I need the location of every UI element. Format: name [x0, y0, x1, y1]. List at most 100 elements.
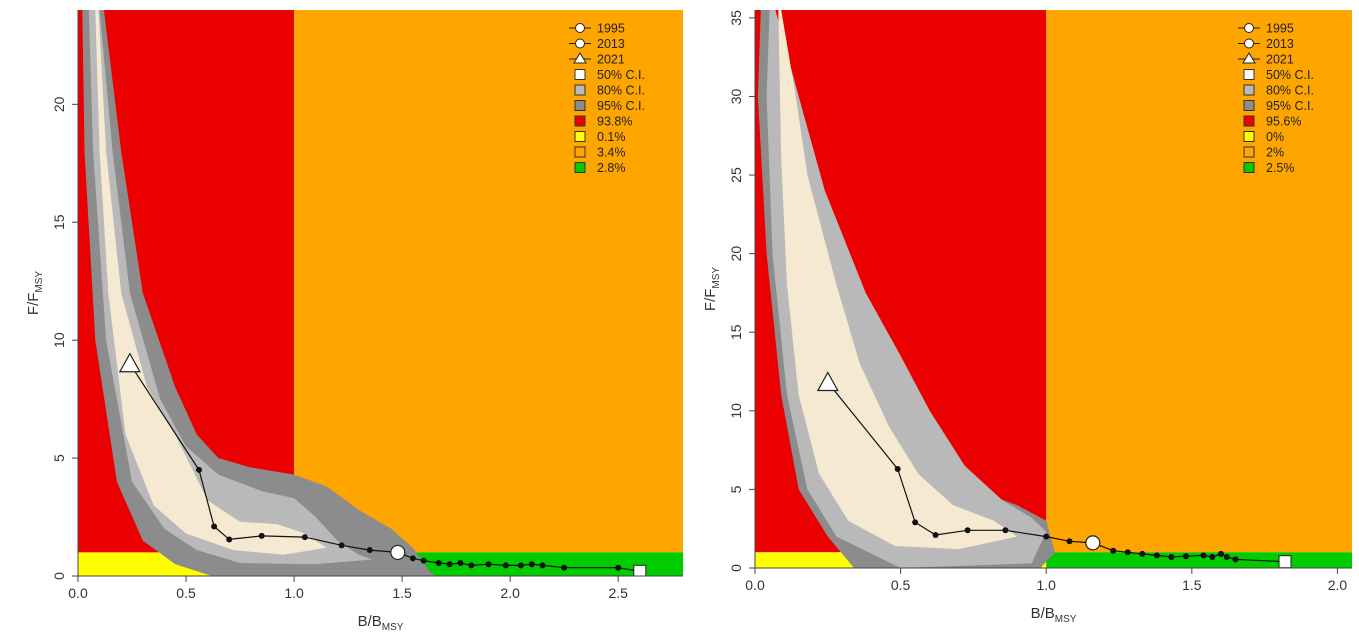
y-tick-label: 30: [728, 88, 744, 104]
y-tick-label: 15: [51, 214, 67, 230]
legend-swatch: [1243, 69, 1255, 80]
x-tick-label: 0.5: [176, 585, 196, 601]
x-axis-title: B/BMSY: [358, 613, 404, 633]
trajectory-point: [211, 523, 218, 530]
trajectory-point: [932, 531, 939, 538]
x-tick-label: 2.0: [1328, 577, 1348, 593]
trajectory-point: [457, 560, 464, 567]
legend-circle-symbol: [575, 23, 585, 33]
x-tick-label: 1.0: [284, 585, 304, 601]
trajectory-point: [1043, 533, 1050, 540]
legend-triangle-symbol: [1242, 52, 1256, 64]
ci50-region: [95, 10, 327, 555]
y-tick-label: 0: [51, 572, 67, 580]
x-axis-title-sub: MSY: [382, 622, 404, 633]
y-tick-label: 35: [728, 10, 744, 26]
quadrant-orange: [1046, 10, 1352, 553]
trajectory-point: [1139, 550, 1146, 557]
x-tick-label: 2.0: [500, 585, 520, 601]
legend-swatch: [574, 69, 586, 80]
point-2021: [118, 352, 141, 373]
legend-label: 50% C.I.: [597, 68, 645, 82]
legend-label: 0.1%: [597, 130, 626, 144]
trajectory-point: [468, 562, 475, 569]
legend-circle-symbol: [1244, 23, 1254, 33]
legend-label: 95% C.I.: [1266, 99, 1314, 113]
trajectory-point: [1209, 553, 1216, 560]
start-point-1995: [1278, 555, 1292, 568]
legend-swatch: [574, 100, 586, 111]
trajectory-point: [366, 547, 373, 554]
x-tick-label: 0.5: [891, 577, 911, 593]
kobe-panel-1: 0.0 0.5 1.0 1.5 2.0 2.505101520B/BMSYF/FMSY19…: [25, 10, 683, 633]
trajectory-point: [1223, 553, 1230, 560]
trajectory-point: [1066, 538, 1073, 545]
trajectory-point: [561, 564, 568, 571]
x-tick-label: 1.5: [1182, 577, 1202, 593]
y-tick-label: 10: [51, 332, 67, 348]
x-tick-label: 1.0: [1036, 577, 1056, 593]
trajectory-point: [258, 532, 265, 539]
legend-circle-symbol: [575, 38, 585, 49]
legend-label: 93.8%: [597, 115, 632, 129]
legend-swatch: [1243, 131, 1255, 142]
trajectory-point: [502, 562, 509, 569]
y-tick-label: 5: [728, 485, 744, 493]
legend-swatch: [574, 146, 586, 158]
legend-label: 2021: [597, 53, 625, 67]
x-axis-title-main: B/B: [1031, 605, 1055, 622]
legend-label: 50% C.I.: [1266, 68, 1314, 82]
legend-swatch: [574, 84, 586, 96]
trajectory-point: [1153, 552, 1160, 559]
plot-area: [78, 10, 683, 576]
legend-label: 1995: [597, 22, 625, 36]
point-2013: [390, 544, 406, 561]
trajectory-point: [338, 542, 345, 549]
trajectory-point: [1110, 547, 1117, 554]
point-2013: [1085, 535, 1101, 551]
trajectory-point: [912, 519, 919, 526]
y-tick-label: 10: [728, 403, 744, 419]
y-tick-label: 20: [728, 246, 744, 262]
y-tick-label: 0: [728, 564, 744, 572]
trajectory-point: [1232, 556, 1239, 563]
x-tick-label: 0.0: [745, 577, 765, 593]
trajectory-point: [1200, 552, 1207, 559]
legend-label: 2013: [1266, 37, 1294, 51]
x-tick-label: 1.5: [392, 585, 412, 601]
trajectory-point: [517, 562, 524, 569]
y-axis-title: F/FMSY: [702, 267, 722, 312]
legend-label: 3.4%: [597, 146, 626, 160]
trajectory-point: [615, 564, 622, 571]
legend-triangle-symbol: [573, 52, 587, 64]
x-tick-label: 0.0: [68, 585, 88, 601]
legend-swatch: [1243, 84, 1255, 96]
legend-label: 2.5%: [1266, 161, 1295, 175]
legend-label: 80% C.I.: [1266, 84, 1314, 98]
kobe-panel-2: 0.0 0.5 1.0 1.5 2.005101520253035B/BMSYF/FMS…: [702, 10, 1352, 625]
start-point-1995: [633, 564, 647, 576]
y-axis-title-sub: MSY: [711, 267, 722, 289]
trajectory-point: [485, 561, 492, 568]
trajectory-point: [894, 465, 901, 472]
y-axis-title-main: F/F: [702, 289, 719, 312]
legend-circle-symbol: [1244, 38, 1254, 49]
y-axis-title: F/FMSY: [25, 271, 45, 316]
legend-swatch: [1243, 146, 1255, 158]
legend-label: 95.6%: [1266, 115, 1301, 129]
y-tick-label: 5: [51, 454, 67, 462]
legend-label: 1995: [1266, 22, 1294, 36]
legend-label: 80% C.I.: [597, 84, 645, 98]
trajectory-point: [1002, 527, 1009, 534]
y-tick-label: 25: [728, 167, 744, 183]
legend-label: 0%: [1266, 130, 1284, 144]
trajectory-point: [1168, 553, 1175, 560]
trajectory-point: [964, 527, 971, 534]
ci50-region: [778, 10, 1018, 550]
trajectory-point: [1183, 553, 1190, 560]
plot-area: [755, 10, 1352, 568]
trajectory-point: [435, 560, 442, 567]
x-axis-title-sub: MSY: [1055, 614, 1077, 625]
legend-swatch: [1243, 115, 1255, 127]
